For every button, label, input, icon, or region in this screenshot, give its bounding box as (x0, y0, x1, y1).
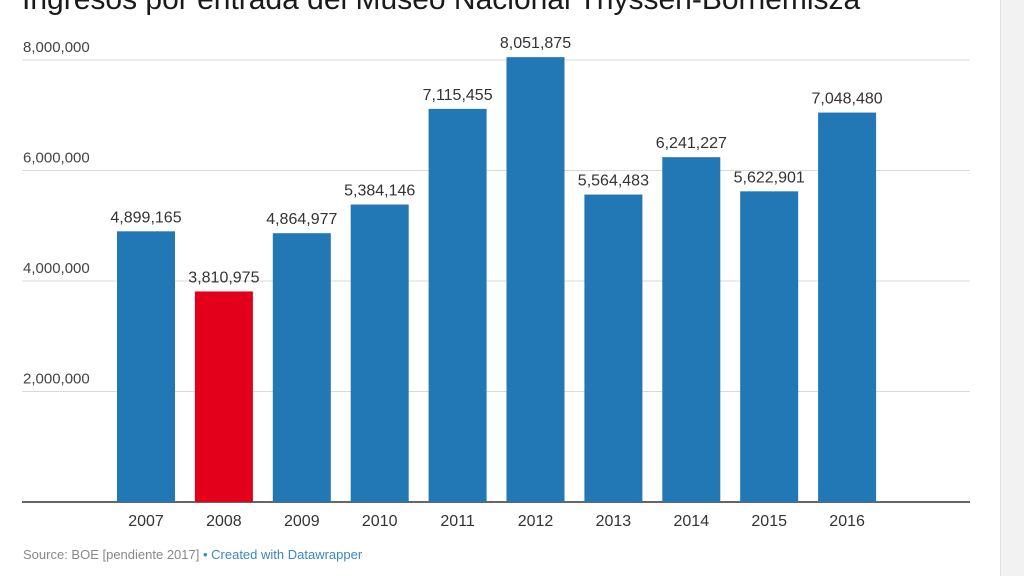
bar-2014 (662, 157, 721, 502)
separator-dot: • (199, 547, 212, 562)
bars-layer (117, 57, 877, 503)
bar-2007 (117, 231, 175, 502)
grid-layer (22, 59, 970, 503)
right-frame (1000, 0, 1024, 576)
x-tick-label-2007: 2007 (128, 513, 164, 530)
chart-title: Ingresos por entrada del Museo Nacional … (22, 0, 860, 17)
bar-2011 (428, 108, 487, 503)
source-note: Source: BOE [pendiente 2017] (23, 547, 200, 562)
data-label-2013: 5,564,483 (578, 173, 649, 190)
y-tick-label: 4,000,000 (23, 260, 90, 277)
data-label-2012: 8,051,875 (500, 35, 571, 52)
data-label-2009: 4,864,977 (266, 211, 337, 228)
x-tick-label-2010: 2010 (362, 513, 398, 530)
bar-2016 (818, 112, 877, 503)
bar-2010 (350, 204, 409, 502)
y-tick-label: 2,000,000 (23, 371, 90, 388)
labels-layer: 2,000,000 4,000,000 6,000,000 8,000,000 4,89… (23, 35, 883, 530)
data-label-2007: 4,899,165 (110, 209, 181, 226)
x-tick-label-2016: 2016 (829, 513, 865, 530)
bar-chart: 2,000,000 4,000,000 6,000,000 8,000,000 4,89… (22, 35, 970, 530)
chart-footer: Source: BOE [pendiente 2017] • Created w… (23, 547, 362, 562)
bar-2015 (740, 191, 799, 502)
x-tick-label-2008: 2008 (206, 513, 242, 530)
x-tick-label-2011: 2011 (440, 513, 475, 530)
x-tick-label-2014: 2014 (674, 513, 710, 530)
y-tick-label: 8,000,000 (23, 39, 90, 56)
bar-2012 (506, 57, 565, 502)
y-tick-label: 6,000,000 (23, 150, 90, 167)
datawrapper-credit-link[interactable]: Created with Datawrapper (211, 547, 363, 562)
bar-2013 (584, 194, 643, 502)
x-tick-label-2012: 2012 (518, 513, 554, 530)
data-label-2015: 5,622,901 (734, 169, 805, 186)
x-tick-label-2013: 2013 (596, 513, 632, 530)
x-tick-label-2009: 2009 (284, 513, 320, 530)
data-label-2011: 7,115,455 (423, 87, 493, 104)
data-label-2010: 5,384,146 (344, 183, 415, 200)
bar-2008 (194, 291, 253, 502)
x-tick-label-2015: 2015 (751, 513, 787, 530)
data-label-2014: 6,241,227 (656, 135, 727, 152)
data-label-2008: 3,810,975 (188, 269, 259, 286)
bar-2009 (272, 233, 331, 502)
data-label-2016: 7,048,480 (812, 91, 883, 108)
